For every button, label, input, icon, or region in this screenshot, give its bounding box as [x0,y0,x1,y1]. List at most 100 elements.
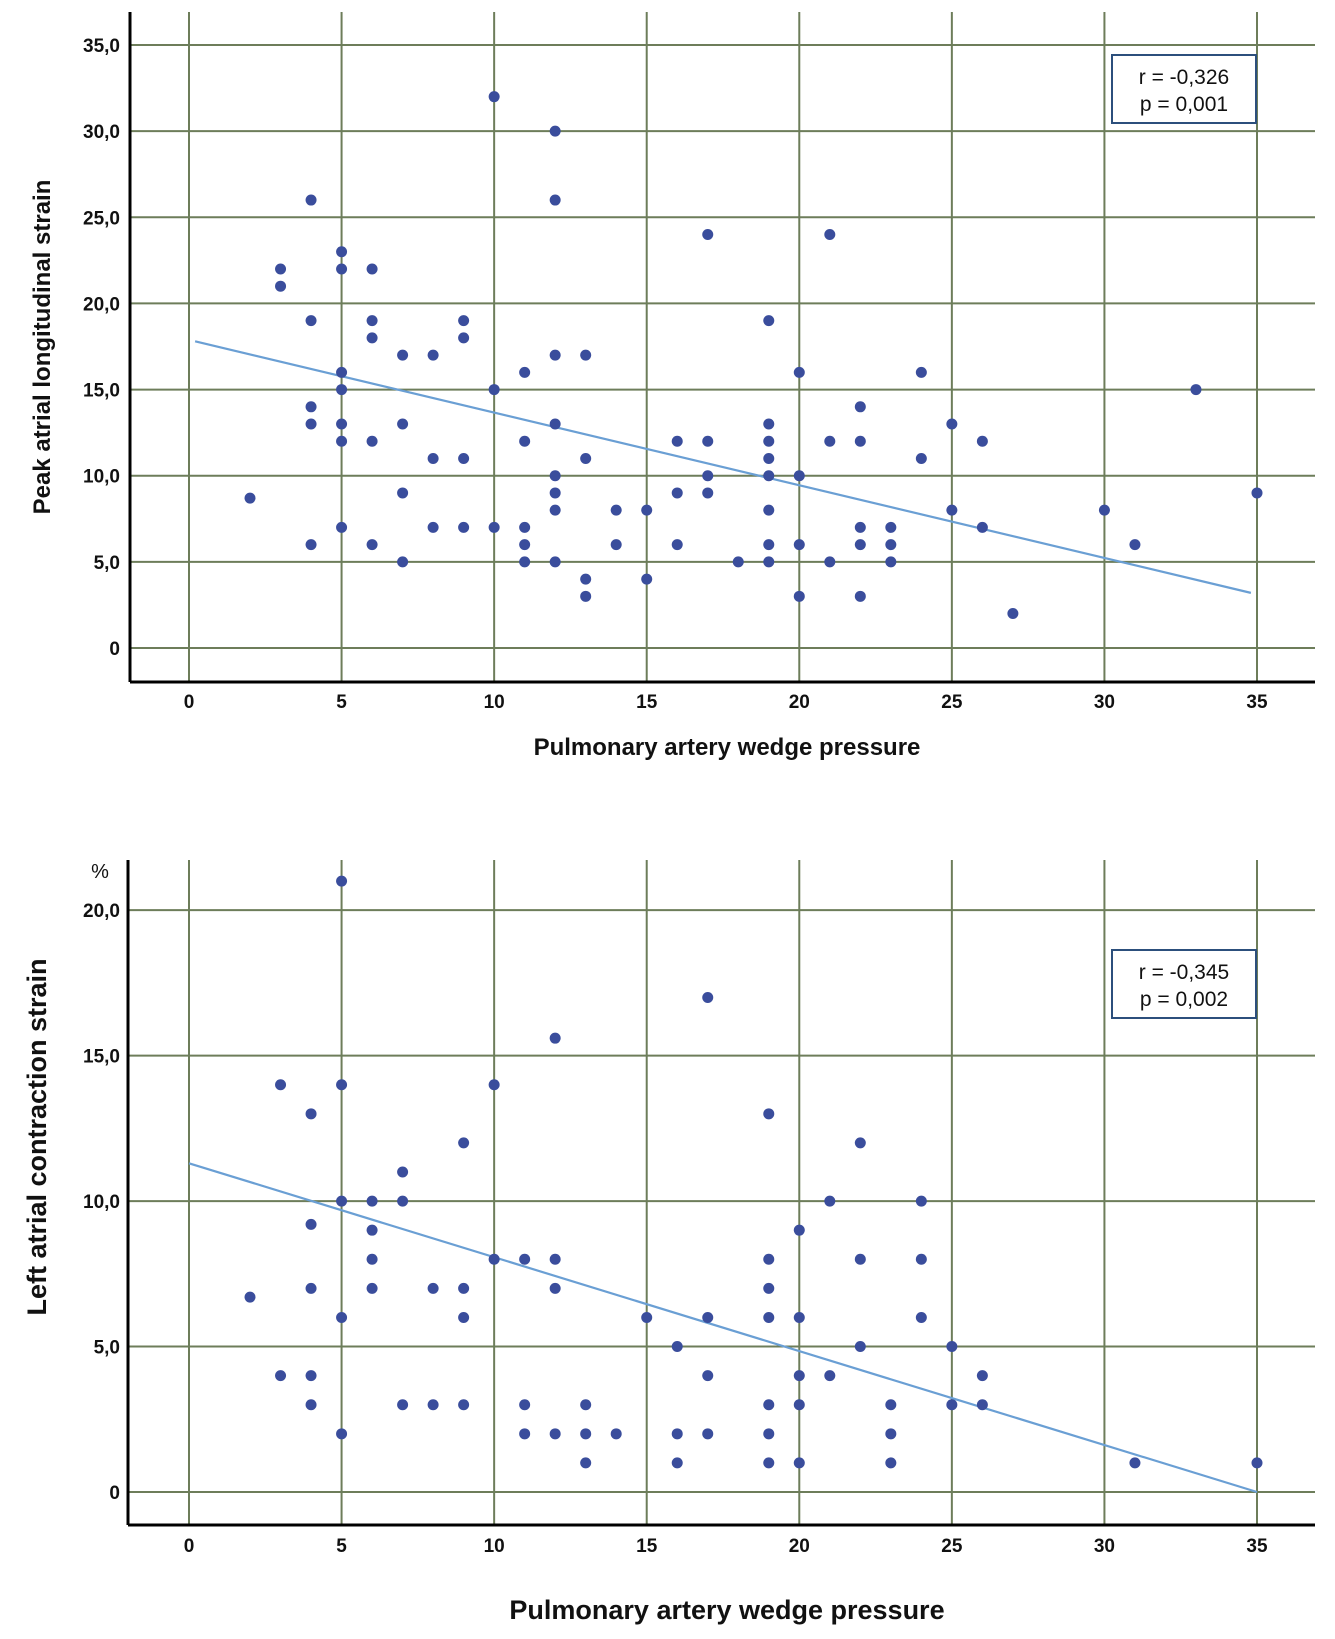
grid-layer [128,860,1315,1525]
x-tick-label: 15 [636,1536,658,1557]
scatter-point [793,1370,805,1382]
scatter-point [702,1370,714,1382]
x-tick-label: 5 [336,1536,347,1557]
scatter-point [976,1399,988,1411]
scatter-point [549,349,561,361]
ticks-layer: 0 5 10 15 20 25 30 35 0 5,0 10,0 15,0 20,0 [83,901,1268,1557]
scatter-point [519,539,531,551]
scatter-point [244,1291,256,1303]
stats-p: p = 0,001 [1140,93,1228,116]
scatter-point [641,504,653,516]
axes-layer [126,860,1315,1527]
scatter-point [671,1457,683,1469]
y-tick-label: 20,0 [83,294,120,315]
scatter-point [366,435,378,447]
scatter-point [793,1399,805,1411]
y-tick-label: 20,0 [83,901,120,922]
scatter-point [488,91,500,103]
scatter-point [580,1428,592,1440]
x-tick-label: 35 [1246,1536,1268,1557]
scatter-point [1007,608,1019,620]
scatter-point [549,1282,561,1294]
scatter-point [763,539,775,551]
scatter-point [458,315,470,327]
scatter-point [854,521,866,533]
scatter-point [1129,1457,1141,1469]
scatter-point [305,539,317,551]
scatter-point [427,521,439,533]
scatter-point [854,590,866,602]
scatter-point [763,1428,775,1440]
scatter-point [580,1457,592,1469]
scatter-point [366,1224,378,1236]
scatter-point [305,401,317,413]
scatter-point [519,556,531,568]
stats-box: r = -0,326 p = 0,001 [1111,54,1257,124]
fit-layer [188,1162,1258,1494]
scatter-point [427,349,439,361]
scatter-point [671,1428,683,1440]
stats-r: r = -0,345 [1139,961,1229,984]
x-tick-label: 15 [636,692,658,713]
scatter-point [946,1399,958,1411]
scatter-point [671,435,683,447]
scatter-point [671,539,683,551]
scatter-point [763,556,775,568]
scatter-point [549,1032,561,1044]
y-tick-label: 30,0 [83,122,120,143]
scatter-point [1251,1457,1263,1469]
scatter-point [702,470,714,482]
scatter-point [885,556,897,568]
scatter-point [946,504,958,516]
scatter-point [946,1341,958,1353]
scatter-point [336,1428,348,1440]
scatter-point [702,1311,714,1323]
scatter-point [397,1195,409,1207]
scatter-point [336,384,348,396]
scatter-point [366,1282,378,1294]
scatter-point [519,366,531,378]
scatter-point [458,332,470,344]
scatter-point [763,1311,775,1323]
scatter-point [275,280,287,292]
scatter-point [915,1311,927,1323]
x-axis-label: Pulmonary artery wedge pressure [534,734,921,761]
scatter-point [885,1399,897,1411]
scatter-point [915,1195,927,1207]
scatter-point [824,1195,836,1207]
scatter-point [336,521,348,533]
scatter-point [763,1253,775,1265]
scatter-point [824,556,836,568]
scatter-point [305,418,317,430]
scatter-point [549,1253,561,1265]
y-unit-label: % [91,861,109,883]
y-tick-label: 15,0 [83,381,120,402]
scatter-point [336,366,348,378]
x-tick-label: 20 [789,692,810,713]
x-tick-label: 20 [789,1536,810,1557]
regression-line [188,1162,1258,1494]
stats-box: r = -0,345 p = 0,002 [1111,949,1257,1019]
scatter-point [763,418,775,430]
scatter-point [915,1253,927,1265]
axes-layer [128,12,1315,684]
scatter-point [671,1341,683,1353]
stats-p: p = 0,002 [1140,988,1228,1011]
regression-line [194,340,1252,594]
scatter-point [488,521,500,533]
scatter-point [366,1195,378,1207]
x-tick-label: 30 [1094,1536,1115,1557]
scatter-point [458,1311,470,1323]
scatter-point [763,1108,775,1120]
scatter-point [336,1079,348,1091]
scatter-point [305,194,317,206]
scatter-point [519,1428,531,1440]
scatter-point [610,539,622,551]
scatter-point [854,1341,866,1353]
scatter-point [854,539,866,551]
scatter-point [366,315,378,327]
scatter-point [397,349,409,361]
scatter-point [427,452,439,464]
scatter-point [366,332,378,344]
scatter-point [793,590,805,602]
